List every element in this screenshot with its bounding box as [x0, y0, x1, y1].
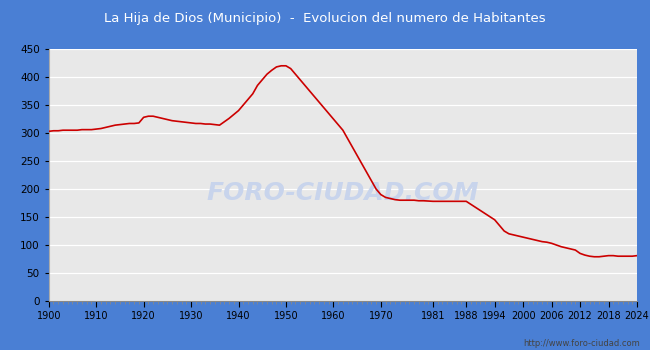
Text: http://www.foro-ciudad.com: http://www.foro-ciudad.com	[523, 339, 640, 348]
Text: La Hija de Dios (Municipio)  -  Evolucion del numero de Habitantes: La Hija de Dios (Municipio) - Evolucion …	[104, 12, 546, 25]
Text: FORO-CIUDAD.COM: FORO-CIUDAD.COM	[207, 181, 479, 205]
